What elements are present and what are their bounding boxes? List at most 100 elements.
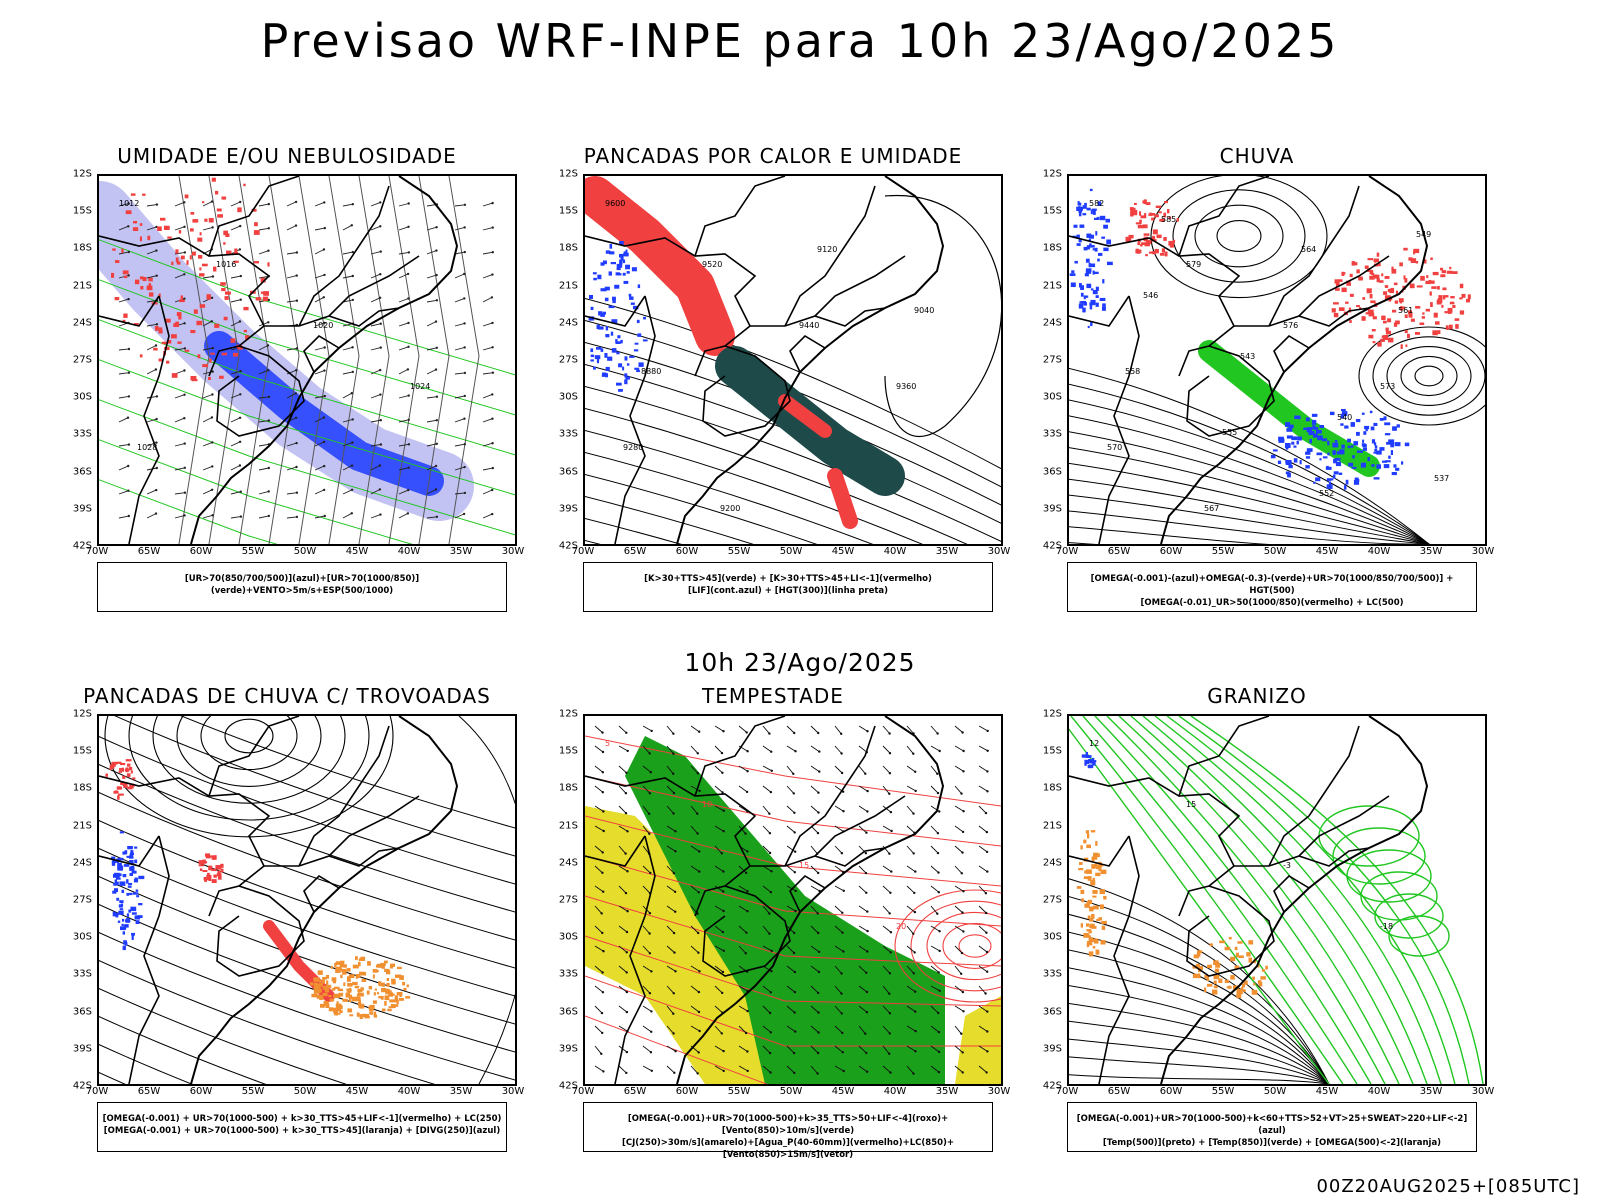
rain-red-marker <box>1429 280 1435 284</box>
wind-vector <box>146 204 157 207</box>
thickness-contour-marker <box>237 207 242 213</box>
rain-red-marker <box>1408 257 1413 261</box>
omega500-marker <box>1089 918 1094 922</box>
pressure-contour <box>388 176 420 544</box>
wind-vector-head <box>769 790 773 794</box>
thunder-red-marker <box>198 864 205 867</box>
country-border <box>1178 176 1270 257</box>
panel-title: TEMPESTADE <box>702 684 844 708</box>
wind-vector <box>666 725 674 734</box>
wind-vector-head <box>674 910 677 913</box>
thunder-orange-marker <box>386 982 390 987</box>
wind-vector <box>786 765 794 775</box>
omega500-marker <box>1088 935 1091 938</box>
divergence-marker <box>117 865 124 871</box>
country-border <box>298 185 390 327</box>
omega-weak-marker <box>1092 290 1098 295</box>
pressure-contour <box>178 176 210 544</box>
omega500-marker <box>1258 981 1263 987</box>
wind-vector <box>882 905 891 914</box>
wind-vector <box>954 985 964 993</box>
rain-red-marker <box>1415 261 1419 264</box>
lif-contour-marker <box>626 271 630 274</box>
rain-red-marker <box>1125 236 1132 242</box>
thickness-contour-marker <box>199 232 202 236</box>
wind-vector-head <box>720 1032 723 1035</box>
wind-vector <box>738 885 748 892</box>
wind-vector <box>398 513 409 519</box>
thickness-contour-marker <box>197 354 201 359</box>
omega-weak-marker <box>1341 444 1345 449</box>
lon-tick-label: 65W <box>1107 1086 1131 1097</box>
streamline <box>180 716 515 829</box>
wind-vector-head <box>351 370 354 374</box>
omega500-marker <box>1100 869 1107 875</box>
rain-red-marker <box>1419 322 1425 325</box>
wind-vector <box>954 905 963 913</box>
omega-weak-marker <box>1085 268 1092 272</box>
omega-weak-marker <box>1315 477 1321 482</box>
legend-line: [CJ(250)>30m/s](amarelo)+[Agua_P(40-60mm… <box>621 1138 955 1160</box>
divergence-marker <box>120 903 124 907</box>
wind-vector-head <box>295 347 299 350</box>
hgt300-contour <box>585 496 754 544</box>
rain-red-marker <box>1403 247 1408 251</box>
contour-label: 561 <box>1398 306 1413 315</box>
omega-weak-marker <box>1395 467 1400 471</box>
wind-vector-head <box>649 1051 653 1054</box>
wind-vector-head <box>722 909 725 913</box>
wind-vector <box>618 865 628 872</box>
lif-contour-marker <box>600 288 607 292</box>
omega-weak-marker <box>1319 458 1322 461</box>
lon-tick-label: 45W <box>345 546 369 557</box>
wind-vector-head <box>672 732 675 735</box>
wind-vector-head <box>267 514 270 518</box>
thickness-contour-marker <box>204 218 208 222</box>
wind-vector <box>882 1025 891 1034</box>
wind-vector-head <box>864 772 867 775</box>
lc850-contour <box>585 775 1001 847</box>
lat-tick-label: 12S <box>72 708 92 720</box>
rain-red-marker <box>1349 320 1352 323</box>
lat-tick-label: 12S <box>558 168 578 180</box>
rain-red-marker <box>1410 318 1415 322</box>
omega500-marker <box>1080 923 1083 928</box>
wind-vector-head <box>866 950 869 953</box>
rain-red-marker <box>1449 301 1455 305</box>
omega500-marker <box>1213 985 1218 989</box>
wind-vector <box>618 845 626 854</box>
wind-vector <box>118 251 129 255</box>
divergence-marker <box>137 915 143 918</box>
divergence-marker <box>130 906 137 912</box>
lat-tick-label: 42S <box>72 540 92 552</box>
wind-vector-head <box>889 1071 892 1074</box>
lif-contour-marker <box>636 319 640 324</box>
thunder-orange-marker <box>373 1011 377 1017</box>
wind-vector-head <box>890 870 893 873</box>
wind-vector-head <box>866 730 869 733</box>
wind-vector-head <box>888 972 892 975</box>
thunder-orange-marker <box>326 974 330 979</box>
omega500-marker <box>1251 989 1258 995</box>
country-border <box>694 176 786 257</box>
rain-red-marker <box>1372 341 1376 344</box>
wind-vector-head <box>127 202 130 205</box>
wind-vector-head <box>155 466 158 470</box>
wind-vector <box>594 985 604 993</box>
wind-vector <box>858 985 868 993</box>
rain-red-marker <box>1155 205 1162 208</box>
wind-vector <box>594 1005 603 1014</box>
rain-red-marker <box>1331 308 1336 313</box>
wind-vector <box>230 441 241 447</box>
wind-vector <box>202 347 213 351</box>
wind-vector <box>258 227 269 231</box>
wind-vector <box>202 320 213 327</box>
rain-red-marker <box>1408 313 1413 318</box>
wind-vector-head <box>697 990 701 994</box>
omega-weak-marker <box>1076 243 1081 246</box>
thunder-red-marker <box>105 773 108 777</box>
wind-vector-head <box>914 770 917 773</box>
thunder-orange-marker <box>347 1008 353 1013</box>
wind-vector-head <box>463 203 467 206</box>
wind-vector-head <box>672 812 675 815</box>
